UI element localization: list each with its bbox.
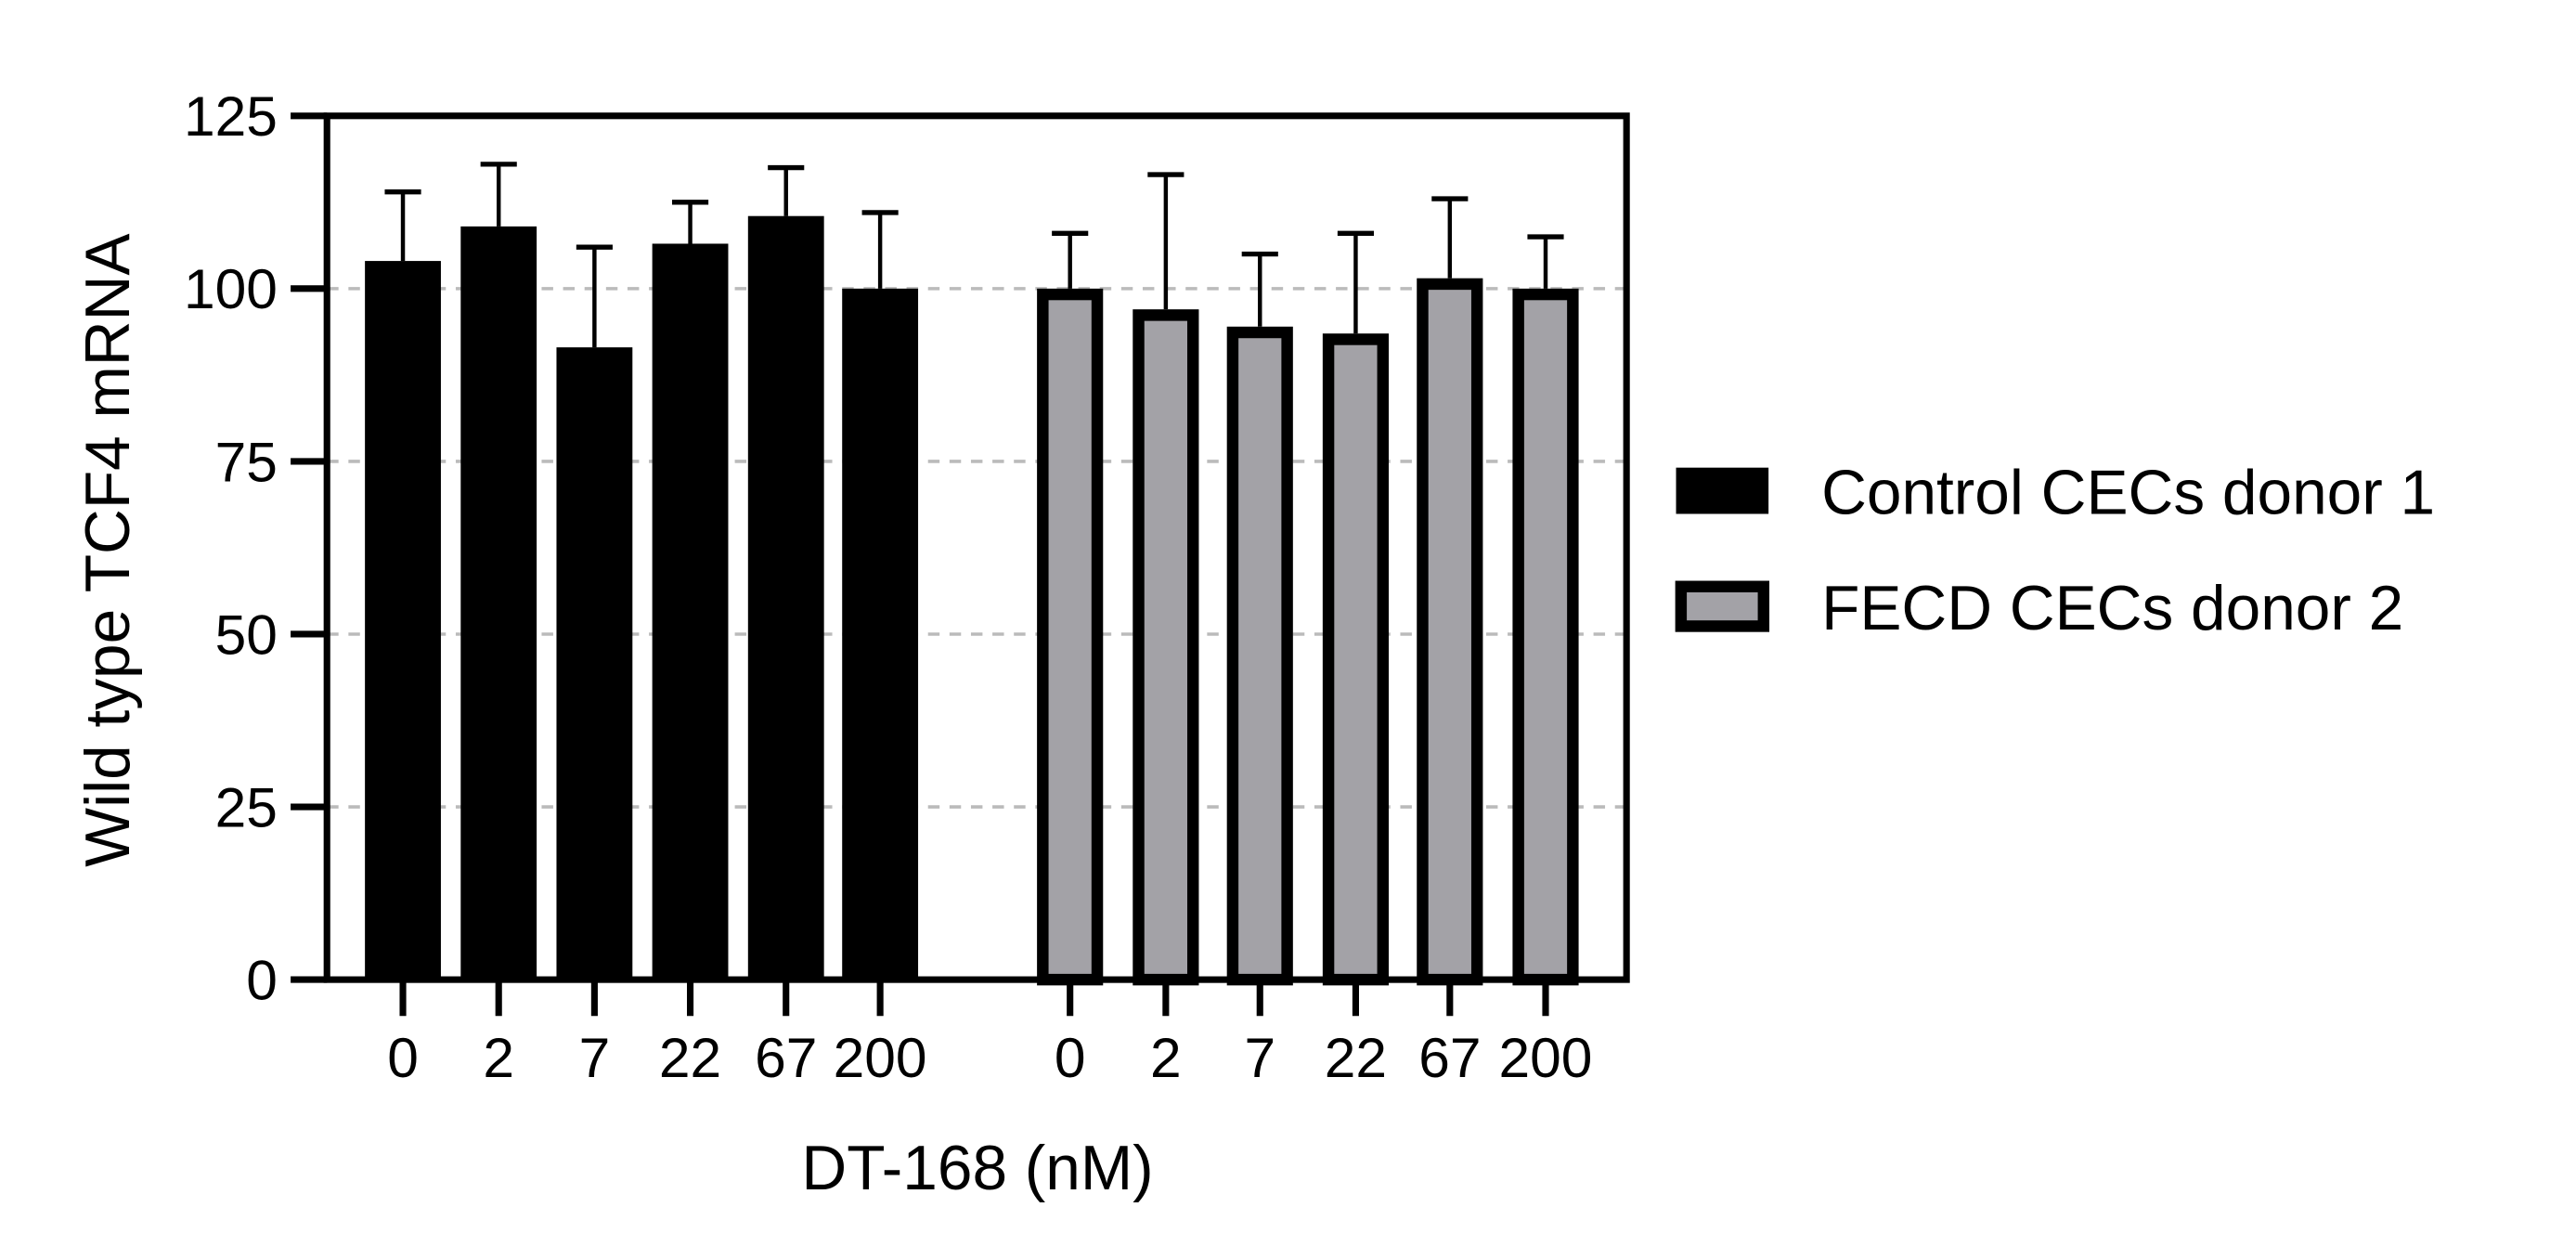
x-tick-label: 7	[1244, 1026, 1275, 1089]
bar-control-67	[747, 215, 824, 980]
plot-frame	[323, 112, 1630, 983]
y-tick-label: 0	[246, 948, 278, 1011]
x-tick-label: 0	[1055, 1026, 1086, 1089]
legend: Control CECs donor 1 FECD CECs donor 2	[1675, 458, 2435, 643]
legend-swatch-fecd	[1675, 580, 1770, 632]
bar-control-200	[842, 288, 919, 980]
x-axis: 0 2 7 22 67 200 0 2 7 22 67 200	[387, 980, 1592, 1089]
bar-fecd-0	[1037, 288, 1104, 986]
x-tick-label: 200	[834, 1026, 927, 1089]
bar-fecd-7	[1226, 326, 1293, 986]
x-tick-label: 2	[483, 1026, 514, 1089]
x-tick-label: 67	[755, 1026, 817, 1089]
y-tick-label: 100	[184, 257, 278, 320]
bar-control-0	[365, 261, 441, 980]
bar-control-7	[556, 347, 633, 980]
legend-label-control: Control CECs donor 1	[1821, 458, 2435, 527]
y-axis: 0 25 50 75 100 125	[184, 84, 328, 1011]
bar-fecd-22	[1322, 333, 1390, 986]
legend-label-fecd: FECD CECs donor 2	[1821, 574, 2403, 643]
y-axis-title: Wild type TCF4 mRNA	[73, 234, 143, 867]
bar-control-22	[652, 243, 729, 980]
y-tick-label: 125	[184, 84, 278, 148]
bar-fecd-67	[1417, 278, 1483, 986]
gridlines	[327, 287, 1627, 809]
x-tick-label: 2	[1150, 1026, 1182, 1089]
bar-control-2	[460, 226, 537, 980]
bars	[365, 162, 1579, 986]
x-axis-title: DT-168 (nM)	[801, 1134, 1153, 1203]
y-tick-label: 75	[215, 430, 278, 493]
y-tick-label: 50	[215, 603, 278, 666]
y-tick-label: 25	[215, 775, 278, 838]
bar-fecd-2	[1133, 309, 1199, 986]
legend-swatch-control	[1676, 467, 1769, 514]
x-tick-label: 22	[1325, 1026, 1387, 1089]
x-tick-label: 200	[1499, 1026, 1593, 1089]
x-tick-label: 67	[1418, 1026, 1481, 1089]
x-tick-label: 7	[579, 1026, 611, 1089]
bar-fecd-200	[1512, 288, 1579, 986]
x-tick-label: 22	[659, 1026, 721, 1089]
x-tick-label: 0	[387, 1026, 419, 1089]
